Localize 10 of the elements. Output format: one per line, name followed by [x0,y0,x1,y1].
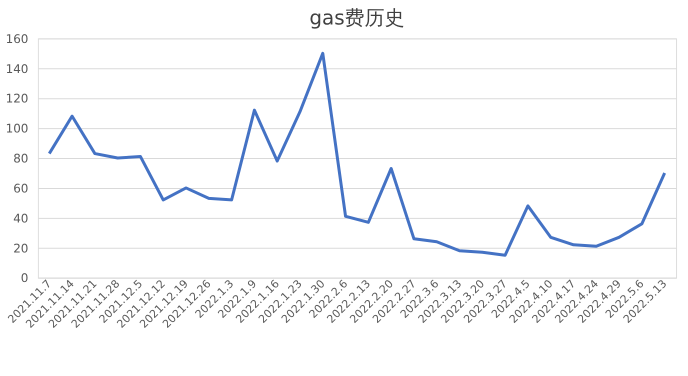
y-tick-label: 140 [6,62,28,76]
y-tick-label: 100 [6,122,28,136]
line-series [48,52,666,257]
y-tick-label: 80 [13,152,28,166]
y-tick-label: 20 [13,241,28,256]
y-tick-label: 160 [6,32,28,46]
chart-title: gas费历史 [309,5,405,30]
y-tick-label: 40 [13,211,28,226]
y-tick-label: 120 [6,92,28,106]
y-tick-label: 60 [13,181,28,196]
